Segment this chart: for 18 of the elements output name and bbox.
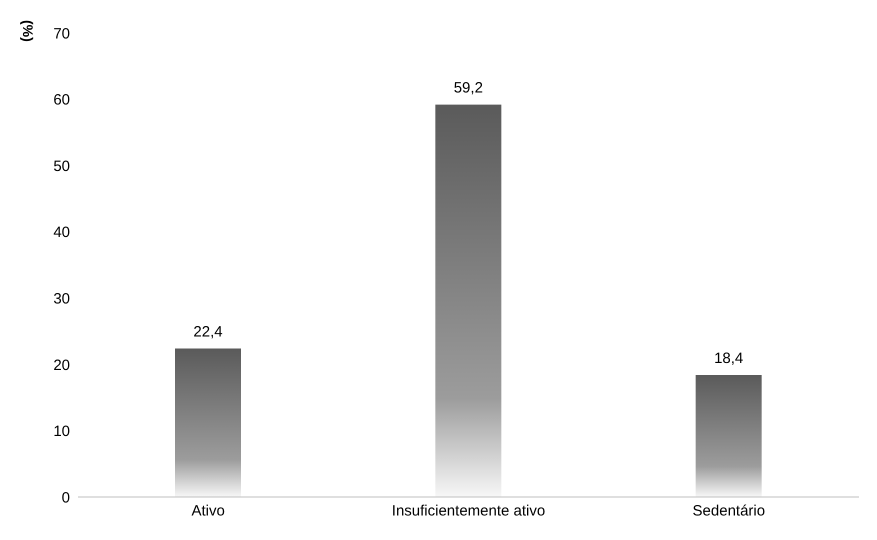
data-label: 22,4 <box>193 324 223 341</box>
y-tick-label: 40 <box>53 224 70 242</box>
y-tick-label: 50 <box>53 158 70 175</box>
y-tick-label: 0 <box>62 489 70 506</box>
x-tick-label: Ativo <box>191 502 225 520</box>
x-tick-label: Sedentário <box>692 502 766 520</box>
bar <box>175 348 241 497</box>
y-tick-label: 20 <box>53 356 70 374</box>
x-tick-label: Insuficientemente ativo <box>392 502 546 520</box>
y-tick-label: 60 <box>53 92 70 109</box>
data-label: 59,2 <box>454 80 483 97</box>
y-tick-label: 70 <box>53 25 70 42</box>
y-tick-label: 30 <box>53 290 70 308</box>
y-axis-title: (%) <box>20 20 36 42</box>
data-label: 18,4 <box>714 350 744 368</box>
bar <box>435 104 502 497</box>
y-tick-label: 10 <box>53 423 70 440</box>
bar <box>696 375 762 497</box>
